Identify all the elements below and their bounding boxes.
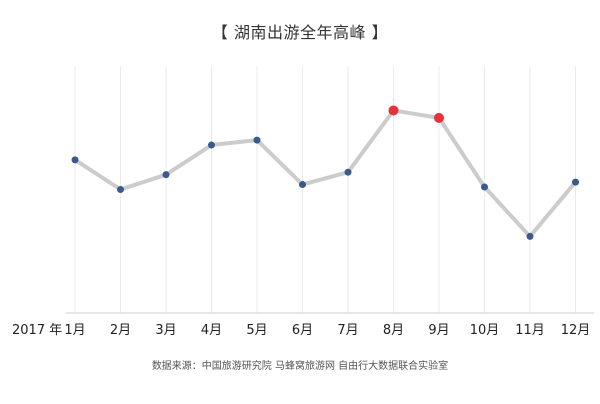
- data-points: [71, 105, 579, 240]
- x-axis-tick-labels: 1月 2月 3月 4月 5月 6月 7月 8月 9月 10月 11月 12月: [64, 323, 590, 338]
- data-point: [208, 141, 215, 149]
- data-point: [71, 156, 79, 164]
- x-tick-label: 8月: [383, 323, 404, 338]
- x-tick-label: 3月: [155, 323, 176, 338]
- x-tick-label: 2月: [110, 323, 131, 338]
- x-tick-label: 6月: [292, 323, 313, 338]
- data-point: [344, 168, 352, 176]
- x-tick-label: 12月: [561, 323, 591, 338]
- data-point: [299, 181, 306, 189]
- year-label: 2017 年: [12, 323, 62, 338]
- x-tick-label: 4月: [201, 323, 222, 338]
- highlight-data-point: [388, 105, 399, 116]
- x-tick-label: 1月: [64, 323, 85, 338]
- data-point: [117, 186, 124, 193]
- highlight-data-point: [434, 112, 444, 123]
- data-point: [162, 171, 170, 179]
- x-tick-label: 9月: [428, 323, 449, 338]
- data-point: [481, 183, 488, 191]
- data-point: [526, 232, 534, 240]
- x-tick-label: 10月: [470, 323, 500, 338]
- source-note: 数据来源：中国旅游研究院 马蜂窝旅游网 自由行大数据联合实验室: [151, 361, 449, 372]
- grid-lines: [74, 66, 576, 313]
- x-tick-label: 5月: [246, 323, 267, 338]
- chart-title: 【 湖南出游全年高峰 】: [211, 23, 389, 42]
- data-point: [572, 178, 579, 186]
- x-tick-label: 11月: [515, 323, 545, 338]
- series-line: [73, 108, 578, 239]
- x-tick-label: 7月: [337, 323, 358, 338]
- data-point: [253, 136, 261, 144]
